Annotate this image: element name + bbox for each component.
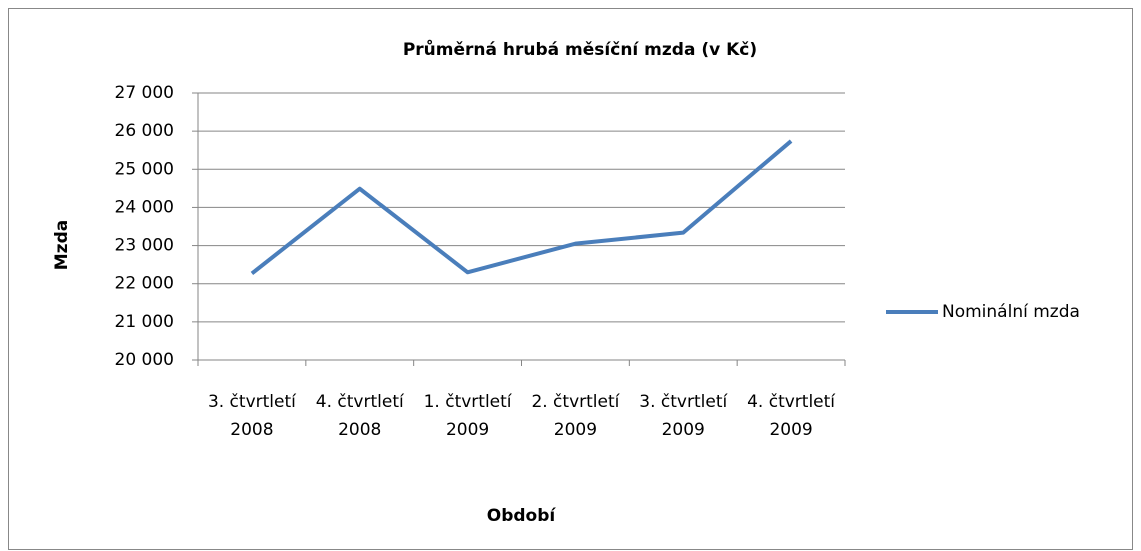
y-axis-label: Mzda xyxy=(52,220,72,270)
chart-title: Průměrná hrubá měsíční mzda (v Kč) xyxy=(403,38,757,60)
x-tick-label: 2. čtvrtletí 2009 xyxy=(531,392,620,440)
y-tick-label: 22 000 xyxy=(115,274,174,294)
y-tick-label: 24 000 xyxy=(115,197,174,217)
x-tick-label: 1. čtvrtletí 2009 xyxy=(423,392,512,440)
chart-border xyxy=(8,8,1133,550)
x-tick-label: 3. čtvrtletí 2008 xyxy=(207,392,296,440)
y-tick-label: 21 000 xyxy=(115,312,174,332)
x-tick-label: 4. čtvrtletí 2008 xyxy=(315,392,404,440)
y-tick-label: 20 000 xyxy=(115,350,174,370)
legend-label: Nominální mzda xyxy=(942,302,1080,322)
data-line xyxy=(250,139,793,275)
x-axis-label: Období xyxy=(487,506,557,526)
y-tick-label: 23 000 xyxy=(115,236,174,256)
x-tick-label: 3. čtvrtletí 2009 xyxy=(639,392,728,440)
y-tick-label: 27 000 xyxy=(115,83,174,103)
x-tick-label: 4. čtvrtletí 2009 xyxy=(747,392,836,440)
y-tick-label: 25 000 xyxy=(115,159,174,179)
y-tick-label: 26 000 xyxy=(115,121,174,141)
